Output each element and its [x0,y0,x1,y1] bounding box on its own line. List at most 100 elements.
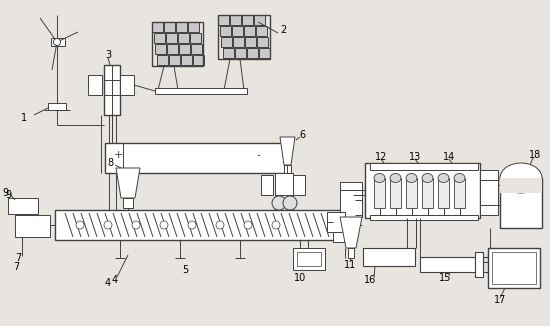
Bar [15,215,50,237]
Bar [483,257,493,272]
Bar [492,252,536,284]
Bar [246,48,257,58]
Bar [233,37,244,47]
Ellipse shape [454,173,465,183]
Bar [152,22,203,66]
Text: 4: 4 [112,275,118,285]
Bar [258,48,270,58]
Bar [152,22,163,32]
Bar [88,75,102,95]
Text: 15: 15 [439,273,451,283]
Ellipse shape [406,173,417,183]
Text: 10: 10 [294,273,306,283]
Bar [104,65,120,115]
Bar [155,44,166,54]
Polygon shape [340,217,362,248]
Ellipse shape [422,173,433,183]
Text: 4: 4 [105,278,111,288]
Bar [293,248,325,270]
Bar [454,178,465,208]
Bar [178,33,189,43]
Bar [48,103,66,110]
Text: 9: 9 [2,188,8,198]
Bar [190,33,201,43]
Bar [370,163,478,170]
Text: 1: 1 [21,113,27,123]
Bar [500,178,542,228]
Bar [179,44,190,54]
Text: 7: 7 [15,253,21,263]
Bar [153,33,164,43]
Text: 16: 16 [364,275,376,285]
Bar [348,248,354,258]
Ellipse shape [390,173,401,183]
Bar [333,220,353,242]
Bar [256,26,267,36]
Bar [51,38,65,46]
Bar [422,178,433,208]
Bar [218,15,270,59]
Bar [168,55,179,65]
Bar [123,198,133,208]
Circle shape [272,196,286,210]
Bar [365,163,480,218]
Text: 14: 14 [443,152,455,162]
Bar [157,55,168,65]
Bar [297,252,321,266]
Circle shape [283,196,297,210]
Bar [284,165,291,173]
Bar [191,44,202,54]
Bar [155,88,247,94]
Polygon shape [116,168,140,198]
Bar [232,26,243,36]
Bar [374,178,385,208]
Bar [188,22,199,32]
Text: 9: 9 [5,190,11,200]
Bar [363,248,415,266]
Circle shape [188,221,196,229]
Text: 13: 13 [409,152,421,162]
Text: -: - [256,150,260,160]
Bar [475,252,483,277]
Bar [340,182,362,217]
Bar [390,178,401,208]
Circle shape [216,221,224,229]
Text: 2: 2 [280,25,286,35]
Bar [120,75,134,95]
Polygon shape [280,137,295,165]
Bar [105,143,287,173]
Bar [488,248,540,288]
Ellipse shape [438,173,449,183]
Text: 18: 18 [529,150,541,160]
Bar [254,15,265,25]
Text: 5: 5 [182,265,188,275]
Bar [8,198,38,214]
Bar [218,15,229,25]
Text: 3: 3 [105,50,111,60]
Circle shape [132,221,140,229]
Bar [166,33,177,43]
Bar [244,26,255,36]
Circle shape [104,221,112,229]
Text: 7: 7 [13,262,19,272]
Ellipse shape [500,163,542,193]
Circle shape [160,221,168,229]
Bar [55,210,355,240]
Bar [370,215,478,220]
Bar [223,48,234,58]
Bar [420,257,475,272]
Bar [167,44,178,54]
Bar [327,212,345,232]
Bar [180,55,191,65]
Bar [192,55,204,65]
Bar [275,173,293,195]
Ellipse shape [374,173,385,183]
Bar [221,37,232,47]
Text: 6: 6 [299,130,305,140]
Circle shape [272,221,280,229]
Bar [245,37,256,47]
Circle shape [76,221,84,229]
Bar [219,26,230,36]
Text: +: + [113,150,123,160]
Bar [438,178,449,208]
